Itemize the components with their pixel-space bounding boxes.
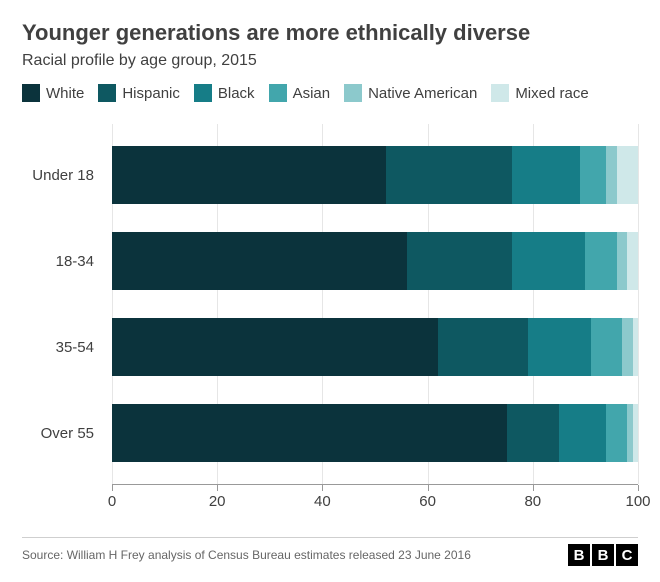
bar-row	[112, 232, 638, 290]
bar-row	[112, 404, 638, 462]
legend-label: Hispanic	[122, 85, 180, 102]
x-tick-label: 40	[314, 493, 331, 510]
legend-item: White	[22, 84, 84, 102]
bbc-logo-block: C	[616, 544, 638, 566]
bar-segment	[580, 146, 606, 204]
y-axis-label: 18-34	[22, 232, 104, 290]
bar-row	[112, 318, 638, 376]
y-axis-label: 35-54	[22, 318, 104, 376]
bbc-logo-block: B	[592, 544, 614, 566]
bar-segment	[386, 146, 512, 204]
bbc-logo-block: B	[568, 544, 590, 566]
chart-area: Under 1818-3435-54Over 55 020406080100	[22, 124, 638, 518]
legend-swatch	[22, 84, 40, 102]
x-tick-label: 60	[419, 493, 436, 510]
gridline	[638, 124, 639, 484]
bar-segment	[606, 146, 617, 204]
bar-segment	[512, 146, 580, 204]
legend-swatch	[491, 84, 509, 102]
bar-segment	[438, 318, 527, 376]
bar-segment	[622, 318, 633, 376]
bar-segment	[407, 232, 512, 290]
legend-label: Asian	[293, 85, 331, 102]
legend-item: Asian	[269, 84, 331, 102]
bar-segment	[617, 232, 628, 290]
bar-segment	[591, 318, 623, 376]
chart-subtitle: Racial profile by age group, 2015	[22, 52, 638, 70]
legend-label: Native American	[368, 85, 477, 102]
bar-segment	[112, 232, 407, 290]
legend-item: Hispanic	[98, 84, 180, 102]
bbc-logo: BBC	[568, 544, 638, 566]
source-text: Source: William H Frey analysis of Censu…	[22, 548, 471, 562]
bar-segment	[112, 318, 438, 376]
plot	[112, 124, 638, 484]
x-tick	[638, 485, 639, 491]
legend-swatch	[98, 84, 116, 102]
bar-segment	[112, 146, 386, 204]
bar-segment	[512, 232, 586, 290]
x-tick	[217, 485, 218, 491]
bar-segment	[528, 318, 591, 376]
legend-label: White	[46, 85, 84, 102]
x-tick-label: 0	[108, 493, 116, 510]
y-axis-labels: Under 18 18-34 35-54 Over 55	[22, 124, 104, 484]
legend: White Hispanic Black Asian Native American Mi…	[22, 84, 638, 102]
legend-label: Mixed race	[515, 85, 588, 102]
legend-item: Black	[194, 84, 255, 102]
legend-swatch	[344, 84, 362, 102]
legend-swatch	[269, 84, 287, 102]
legend-item: Native American	[344, 84, 477, 102]
footer: Source: William H Frey analysis of Censu…	[22, 537, 638, 566]
bar-segment	[627, 232, 638, 290]
legend-swatch	[194, 84, 212, 102]
x-tick	[428, 485, 429, 491]
bar-segment	[617, 146, 638, 204]
bar-segment	[633, 318, 638, 376]
x-tick	[322, 485, 323, 491]
bar-segment	[559, 404, 606, 462]
x-tick-label: 20	[209, 493, 226, 510]
bar-segment	[112, 404, 507, 462]
bar-segment	[507, 404, 560, 462]
bar-segment	[633, 404, 638, 462]
x-tick	[112, 485, 113, 491]
legend-item: Mixed race	[491, 84, 588, 102]
bar-segment	[585, 232, 617, 290]
bars	[112, 124, 638, 484]
x-tick	[533, 485, 534, 491]
y-axis-label: Under 18	[22, 146, 104, 204]
x-axis: 020406080100	[112, 484, 638, 518]
y-axis-label: Over 55	[22, 404, 104, 462]
bar-row	[112, 146, 638, 204]
chart-title: Younger generations are more ethnically …	[22, 20, 638, 46]
legend-label: Black	[218, 85, 255, 102]
bar-segment	[606, 404, 627, 462]
x-tick-label: 100	[625, 493, 650, 510]
x-tick-label: 80	[524, 493, 541, 510]
